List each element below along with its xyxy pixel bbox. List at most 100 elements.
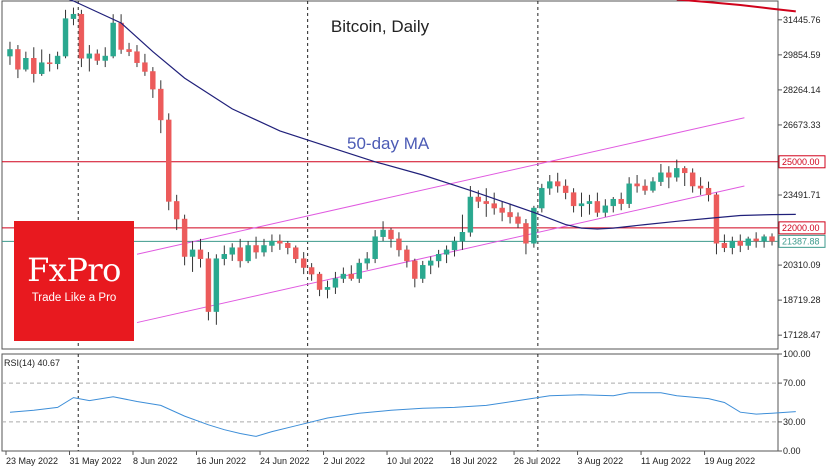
candle-body (467, 196, 474, 233)
candle-body (586, 201, 593, 204)
rsi-tick-label: 0.00 (783, 446, 801, 456)
candle-body (578, 203, 585, 207)
candle-body (229, 247, 235, 255)
rsi-plot: 100.00 70.00 30.00 0.00 23 May 2022 31 May 20… (1, 349, 811, 466)
x-tick-label: 18 Jul 2022 (451, 456, 498, 466)
y-tick-label: 20310.09 (783, 260, 821, 270)
x-tick-label: 16 Jun 2022 (197, 456, 247, 466)
candle-body (713, 194, 720, 244)
channel-line-1 (136, 117, 745, 255)
candle-body (308, 267, 315, 275)
candle-body (531, 207, 537, 244)
candle-body (602, 205, 609, 213)
candle-body (443, 249, 450, 255)
candle-body (173, 201, 180, 220)
candle-body (562, 185, 569, 193)
candle-body (181, 218, 188, 257)
candle-body (753, 238, 759, 242)
candle-body (293, 247, 299, 259)
candle-body (427, 260, 434, 266)
y-tick-label: 28264.14 (783, 85, 821, 95)
candle-body (205, 258, 212, 312)
level-tag-label-1: 22000.00 (782, 223, 820, 233)
candle-body (539, 187, 545, 209)
candle-body (626, 183, 632, 204)
x-tick-label: 8 Jun 2022 (133, 456, 178, 466)
moving-average-0 (68, 0, 796, 230)
candle-body (31, 58, 37, 74)
fxpro-logo: FxPro Trade Like a Pro (14, 221, 134, 341)
candle-body (729, 240, 736, 248)
candle-body (483, 201, 489, 204)
candle-body (213, 258, 220, 312)
candle-body (459, 232, 466, 242)
candle-body (666, 172, 672, 178)
candle-body (682, 168, 688, 174)
candle-body (348, 273, 355, 279)
candle-body (499, 207, 505, 213)
candle-body (245, 245, 251, 262)
candle-body (237, 247, 243, 262)
candle-body (650, 181, 656, 191)
candle-body (324, 287, 331, 290)
candle-body (364, 258, 370, 264)
candle-body (570, 192, 577, 207)
candle-body (94, 53, 100, 61)
x-tick-label: 31 May 2022 (70, 456, 122, 466)
candle-body (412, 260, 418, 279)
candle-body (737, 240, 743, 246)
candle-body (523, 223, 529, 244)
candle-body (507, 212, 513, 218)
candle-body (332, 278, 339, 288)
x-tick-label: 19 Aug 2022 (705, 456, 756, 466)
x-tick-label: 2 Jul 2022 (324, 456, 366, 466)
candle-body (150, 71, 156, 90)
x-tick-label: 26 Jul 2022 (514, 456, 561, 466)
price-panel-frame (1, 0, 779, 350)
candle-body (23, 58, 29, 70)
candle-body (420, 265, 426, 279)
candle-body (634, 183, 640, 187)
x-tick-label: 11 Aug 2022 (641, 456, 691, 466)
y-tick-label: 26673.33 (783, 120, 821, 130)
candle-body (721, 243, 728, 248)
candle-body (253, 245, 259, 253)
level-tag-label-0: 25000.00 (782, 157, 820, 167)
candle-body (697, 185, 704, 189)
x-tick-label: 3 Aug 2022 (578, 456, 624, 466)
candle-body (261, 245, 267, 253)
candle-body (118, 22, 124, 50)
candle-body (316, 273, 323, 290)
moving-average-1 (676, 0, 796, 13)
level-tag-1 (778, 221, 826, 235)
candle-body (78, 13, 85, 59)
candle-body (126, 49, 132, 52)
rsi-tick-label: 70.00 (783, 378, 806, 388)
candle-body (54, 55, 61, 65)
candle-body (7, 49, 13, 57)
candle-body (491, 203, 497, 209)
candle-body (269, 240, 275, 246)
rsi-tick-label: 100.00 (783, 349, 811, 359)
candle-body (277, 240, 283, 244)
candle-body (102, 55, 108, 61)
x-tick-label: 10 Jul 2022 (387, 456, 434, 466)
candle-body (110, 22, 116, 57)
x-tick-label: 24 Jun 2022 (260, 456, 310, 466)
candle-body (610, 198, 616, 207)
logo-slogan: Trade Like a Pro (31, 292, 117, 304)
y-tick-label: 18719.28 (783, 295, 821, 305)
candle-body (380, 229, 386, 237)
candle-body (396, 238, 402, 251)
candle-body (221, 254, 228, 259)
x-tick-label: 23 May 2022 (6, 456, 58, 466)
candle-body (388, 229, 394, 240)
candle-body (435, 254, 442, 262)
candle-body (689, 172, 696, 187)
candle-body (404, 249, 410, 262)
y-tick-label: 29854.59 (783, 50, 821, 60)
candle-body (554, 181, 561, 187)
candle-body (356, 262, 362, 279)
